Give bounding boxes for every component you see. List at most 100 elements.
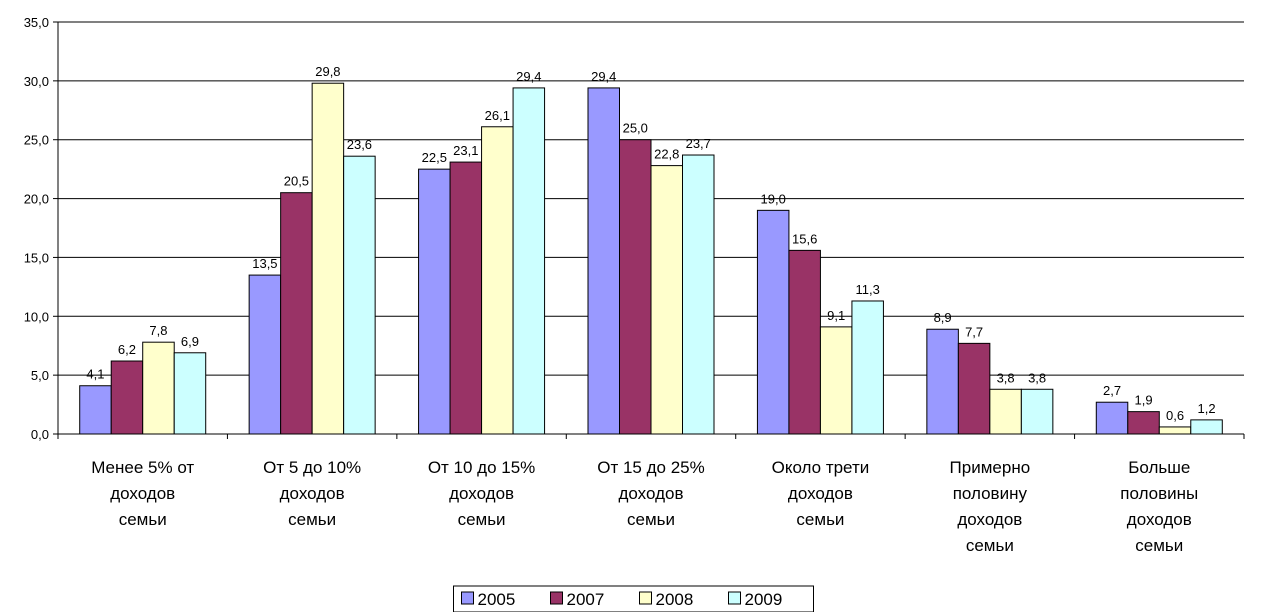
bar-2009 [682,154,715,435]
data-label-2009: 6,9 [181,334,199,349]
data-label-2007: 25,0 [623,121,648,136]
category-label-line: От 5 до 10% [263,458,361,477]
data-label-2007: 23,1 [453,143,478,158]
category-label-line: половину [953,484,1028,503]
y-tick-label: 15,0 [24,250,49,265]
y-tick-label: 0,0 [31,427,49,442]
data-label-2009: 1,2 [1197,401,1215,416]
data-label-2009: 29,4 [516,69,541,84]
bar-2008 [481,126,514,435]
bar-2005 [1095,401,1129,435]
bar-2007 [280,192,313,435]
category-label-line: половины [1120,484,1198,503]
category-label-line: От 10 до 15% [428,458,536,477]
bar-2005 [926,328,959,435]
data-label-2005: 19,0 [761,191,786,206]
bar-2007 [1127,411,1160,435]
category-label-line: доходов [1127,510,1192,529]
bar-2007 [110,360,144,435]
bar-2008 [1158,426,1192,435]
legend-swatch-2005 [461,591,474,605]
category-label-line: семьи [458,510,506,529]
bar-2008 [650,165,683,435]
bar-2005 [248,274,282,435]
category-label-line: доходов [449,484,514,503]
bar-2005 [418,168,451,435]
legend-label-2007: 2007 [567,590,605,609]
legend-label-2009: 2009 [745,590,783,609]
y-tick-label: 5,0 [31,368,49,383]
legend-swatch-2007 [550,591,563,605]
data-label-2008: 26,1 [485,108,510,123]
legend-label-2005: 2005 [478,590,516,609]
category-label: От 5 до 10% доходов семьи [263,458,361,529]
y-tick-label: 10,0 [24,309,49,324]
bar-2009 [343,155,376,435]
bar-2008 [311,82,345,435]
data-label-2008: 0,6 [1166,408,1184,423]
data-label-2009: 23,7 [686,136,711,151]
category-label-line: семьи [288,510,336,529]
bar-2007 [449,161,483,435]
y-tick-label: 35,0 [24,15,49,30]
y-tick-label: 30,0 [24,74,49,89]
data-label-2005: 13,5 [252,256,277,271]
category-label: Менее 5% от доходов семьи [91,458,194,529]
category-label: Больше половины доходов семьи [1120,458,1198,555]
bar-2005 [79,385,112,435]
data-label-2008: 3,8 [997,370,1015,385]
y-tick-label: 20,0 [24,192,49,207]
legend-box [453,585,814,612]
legend-swatch-2008 [639,591,652,605]
category-label-line: доходов [110,484,175,503]
category-label: Примерно половину доходов семьи [950,458,1031,555]
bar-2009 [512,87,546,435]
legend-label-2008: 2008 [656,590,694,609]
bar-2007 [619,139,652,435]
category-label-line: семьи [796,510,844,529]
data-label-2005: 22,5 [422,150,447,165]
category-label-line: семьи [1135,536,1183,555]
bar-2008 [989,388,1022,435]
category-label-line: От 15 до 25% [597,458,705,477]
category-label: От 10 до 15% доходов семьи [428,458,536,529]
data-label-2005: 29,4 [591,69,616,84]
data-label-2008: 29,8 [315,64,340,79]
data-label-2007: 20,5 [284,174,309,189]
data-label-2007: 1,9 [1134,393,1152,408]
data-label-2007: 7,7 [965,324,983,339]
bar-2007 [957,342,991,435]
category-label-line: семьи [627,510,675,529]
category-label-line: Больше [1128,458,1190,477]
category-label-line: доходов [280,484,345,503]
data-label-2005: 8,9 [934,310,952,325]
y-tick-label: 25,0 [24,133,49,148]
data-label-2005: 2,7 [1103,383,1121,398]
category-label-line: Около трети [772,458,870,477]
bar-2008 [819,326,853,435]
category-label-line: доходов [619,484,684,503]
bar-2005 [587,87,620,435]
data-label-2009: 11,3 [856,282,880,297]
data-label-2007: 15,6 [792,231,817,246]
data-label-2008: 22,8 [654,147,679,162]
bar-2009 [851,300,884,435]
bar-2009 [1020,388,1054,435]
category-label: Около трети доходов семьи [772,458,870,529]
data-label-2007: 6,2 [118,342,136,357]
bar-2008 [142,341,175,435]
bar-2007 [788,249,821,435]
bar-2005 [756,209,790,435]
category-label-line: Примерно [950,458,1031,477]
category-label-line: доходов [788,484,853,503]
data-label-2008: 7,8 [149,323,167,338]
category-label-line: семьи [119,510,167,529]
category-label-line: семьи [966,536,1014,555]
bar-2009 [1190,419,1223,435]
data-label-2008: 9,1 [827,308,845,323]
category-label-line: доходов [957,510,1022,529]
legend-swatch-2009 [728,591,741,605]
data-label-2005: 4,1 [86,367,104,382]
